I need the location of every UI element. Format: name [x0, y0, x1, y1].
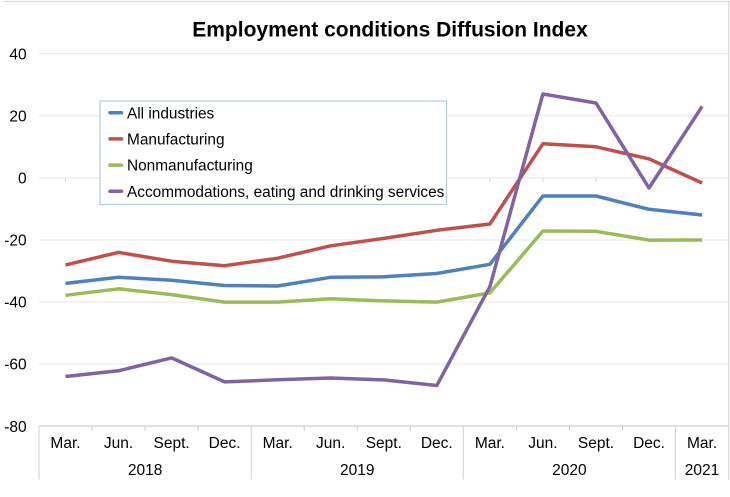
svg-text:Nonmanufacturing: Nonmanufacturing: [127, 158, 253, 175]
svg-text:-60: -60: [4, 357, 27, 374]
svg-text:Jun.: Jun.: [316, 435, 345, 452]
svg-text:Sept.: Sept.: [578, 435, 614, 452]
svg-text:2020: 2020: [552, 462, 587, 479]
svg-text:Accommodations, eating and dri: Accommodations, eating and drinking serv…: [127, 184, 445, 201]
svg-text:Manufacturing: Manufacturing: [127, 132, 225, 149]
svg-text:-20: -20: [4, 233, 27, 250]
svg-text:20: 20: [9, 108, 27, 125]
svg-text:-80: -80: [4, 419, 27, 436]
svg-text:2018: 2018: [128, 462, 162, 479]
svg-text:Mar.: Mar.: [263, 435, 293, 452]
svg-text:Dec.: Dec.: [421, 435, 453, 452]
svg-text:Sept.: Sept.: [366, 435, 402, 452]
svg-text:All industries: All industries: [127, 105, 215, 122]
svg-text:Mar.: Mar.: [687, 435, 717, 452]
svg-text:0: 0: [18, 171, 27, 188]
svg-text:2021: 2021: [685, 462, 719, 479]
svg-text:Dec.: Dec.: [209, 435, 241, 452]
svg-text:Mar.: Mar.: [475, 435, 505, 452]
svg-text:Jun.: Jun.: [104, 435, 133, 452]
svg-text:Mar.: Mar.: [50, 435, 80, 452]
svg-text:40: 40: [9, 46, 27, 63]
svg-text:2019: 2019: [340, 462, 374, 479]
svg-text:Employment conditions Diffusio: Employment conditions Diffusion Index: [192, 19, 588, 42]
svg-text:Jun.: Jun.: [528, 435, 557, 452]
svg-text:Dec.: Dec.: [633, 435, 665, 452]
svg-text:-40: -40: [4, 295, 27, 312]
svg-text:Sept.: Sept.: [153, 435, 189, 452]
